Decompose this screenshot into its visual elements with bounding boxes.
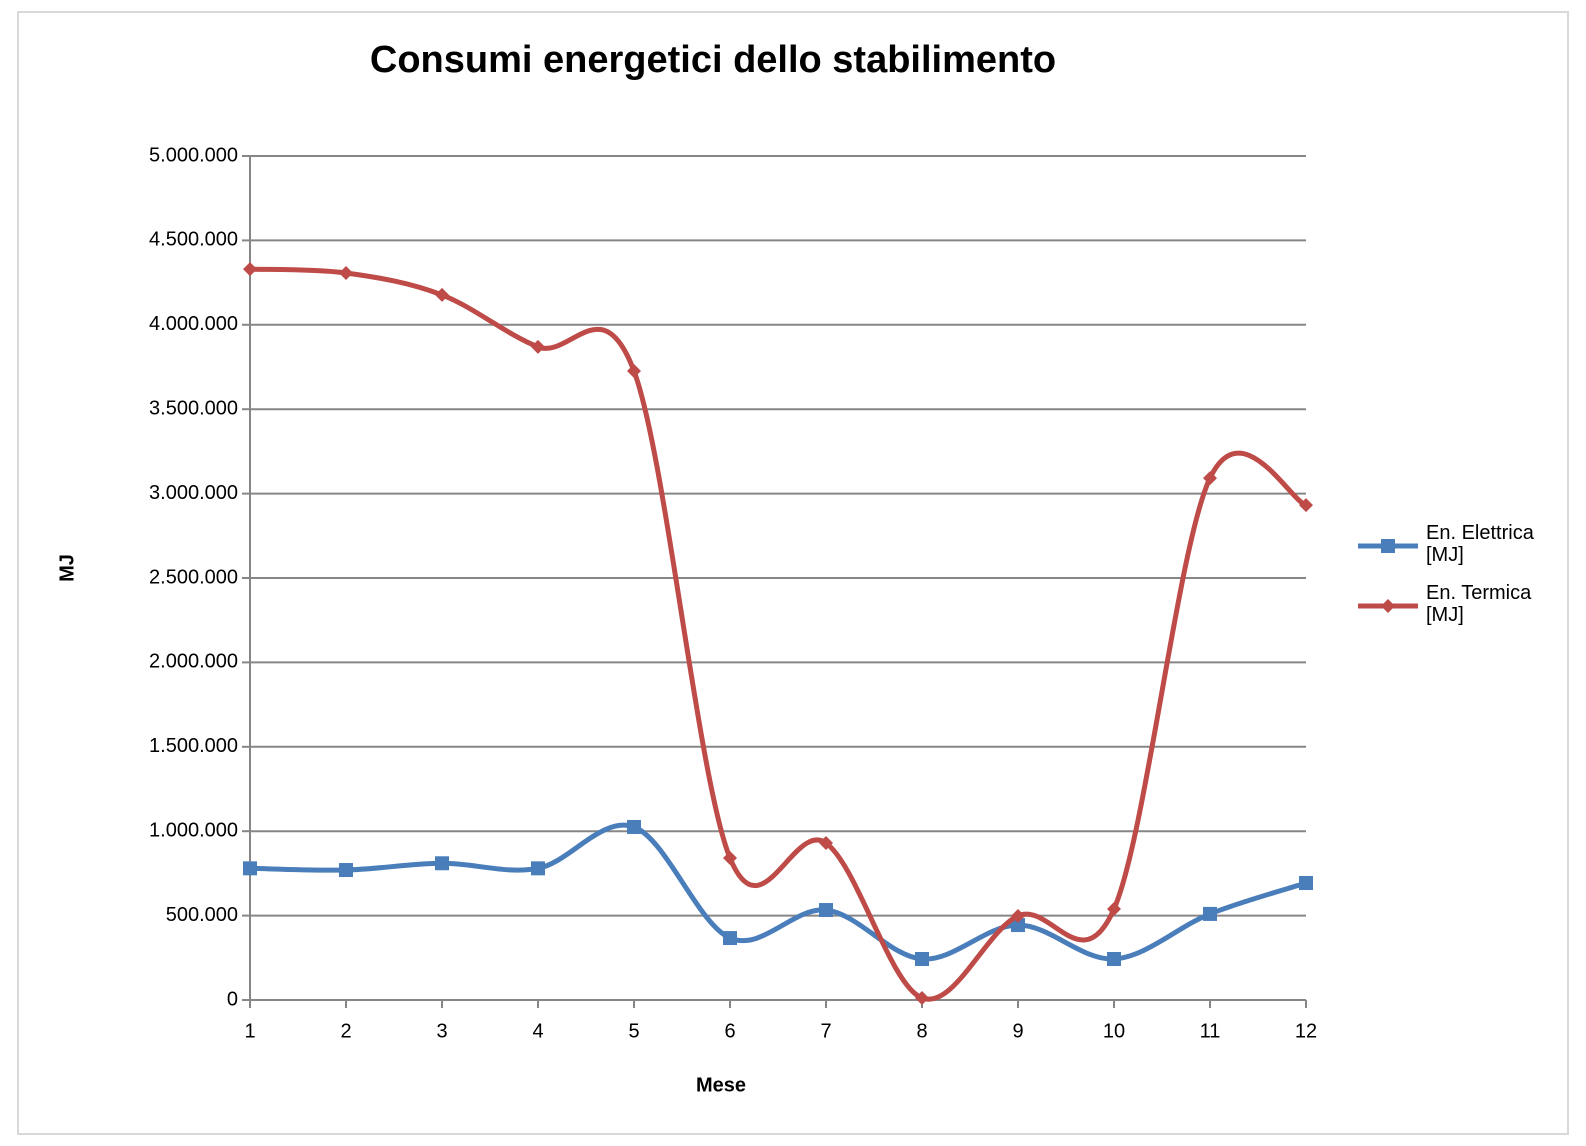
marker [915, 951, 929, 966]
y-tick-label: 1.000.000 [149, 819, 238, 841]
y-tick-label: 4.000.000 [149, 313, 238, 335]
marker [1011, 908, 1025, 923]
chart-title: Consumi energetici dello stabilimento [370, 39, 1056, 81]
y-tick-label: 3.000.000 [149, 482, 238, 504]
y-tick-label: 4.500.000 [149, 229, 238, 251]
x-tick-label: 3 [436, 1020, 447, 1042]
x-tick-label: 8 [916, 1020, 927, 1042]
marker [819, 836, 833, 851]
marker [1203, 906, 1217, 921]
marker [1107, 951, 1121, 966]
chart-frame [17, 11, 1569, 1135]
marker [243, 262, 257, 277]
marker [339, 863, 353, 878]
legend-label: En. Elettrica [MJ] [1426, 522, 1534, 566]
x-axis-label: Mese [696, 1074, 746, 1096]
marker [627, 819, 641, 834]
x-tick-label: 1 [244, 1020, 255, 1042]
marker [723, 931, 737, 946]
marker [1107, 902, 1121, 917]
marker [723, 851, 737, 866]
y-tick-label: 2.000.000 [149, 651, 238, 673]
marker [1203, 471, 1217, 486]
marker [531, 861, 545, 876]
marker [435, 856, 449, 871]
y-tick-label: 2.500.000 [149, 566, 238, 588]
y-tick-label: 0 [227, 988, 238, 1010]
marker [915, 990, 929, 1005]
marker [1299, 498, 1313, 513]
x-tick-label: 4 [532, 1020, 543, 1042]
x-tick-label: 6 [724, 1020, 735, 1042]
marker [1011, 918, 1025, 933]
y-tick-label: 3.500.000 [149, 397, 238, 419]
x-tick-label: 7 [820, 1020, 831, 1042]
marker [1299, 876, 1313, 891]
marker [819, 903, 833, 918]
x-tick-label: 5 [628, 1020, 639, 1042]
x-tick-label: 10 [1103, 1020, 1125, 1042]
legend-marker [1381, 599, 1395, 613]
x-tick-label: 2 [340, 1020, 351, 1042]
y-tick-label: 500.000 [166, 904, 238, 926]
x-tick-label: 12 [1295, 1020, 1317, 1042]
marker [435, 287, 449, 302]
series-line [249, 266, 1308, 1002]
marker [243, 861, 257, 876]
x-tick-label: 9 [1012, 1020, 1023, 1042]
marker [339, 265, 353, 280]
marker [627, 364, 641, 379]
y-tick-label: 1.500.000 [149, 735, 238, 757]
x-tick-label: 11 [1200, 1020, 1221, 1042]
legend-label: En. Termica [MJ] [1426, 582, 1532, 626]
y-tick-label: 5.000.000 [149, 144, 238, 166]
marker [531, 339, 545, 354]
y-axis-label: MJ [56, 554, 78, 582]
legend-marker [1381, 539, 1395, 553]
